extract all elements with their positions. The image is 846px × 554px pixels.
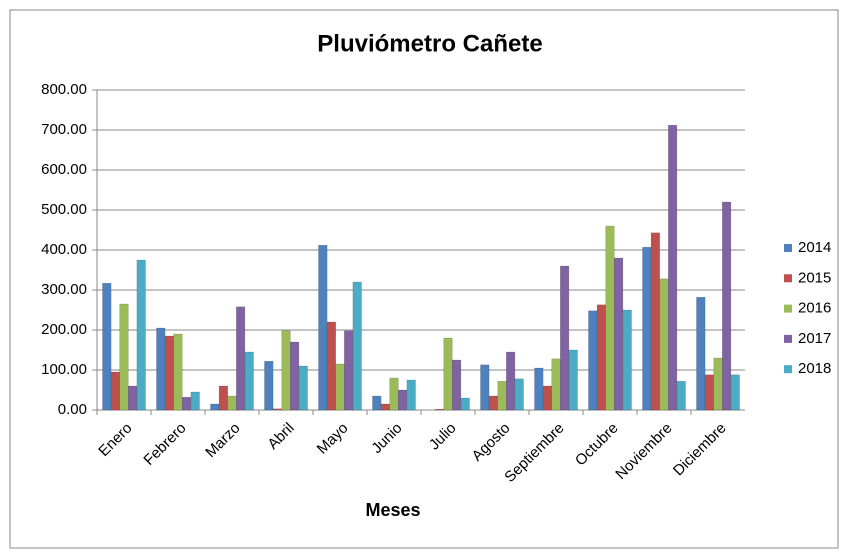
bar [696, 296, 706, 411]
y-tick-label: 300.00 [41, 281, 87, 298]
bar [190, 391, 200, 411]
bar [614, 257, 624, 411]
bar [136, 259, 146, 411]
y-tick-label: 500.00 [41, 201, 87, 218]
y-tick-label: 400.00 [41, 241, 87, 258]
bar [182, 396, 192, 411]
bar [281, 330, 291, 411]
legend-label: 2016 [798, 300, 831, 317]
bar [406, 379, 416, 411]
legend-label: 2015 [798, 269, 831, 286]
bar [264, 360, 274, 411]
bar [352, 281, 362, 411]
y-tick-label: 100.00 [41, 361, 87, 378]
bar [372, 395, 382, 411]
bar [506, 351, 516, 411]
bar [119, 303, 129, 411]
bar [128, 385, 138, 411]
bar [318, 244, 328, 411]
bar [236, 306, 246, 411]
y-tick-label: 0.00 [58, 401, 87, 418]
legend-swatch [784, 365, 792, 374]
bar [560, 265, 570, 411]
bar [622, 309, 632, 411]
bar [389, 377, 399, 411]
legend-swatch [784, 334, 792, 343]
bar [398, 389, 408, 411]
legend-swatch [784, 304, 792, 313]
bar [227, 395, 237, 411]
bar [534, 367, 544, 411]
bar [102, 282, 112, 411]
bar [596, 304, 606, 411]
bar [380, 403, 390, 411]
bar [210, 403, 220, 411]
bar [272, 408, 282, 411]
y-tick-label: 700.00 [41, 121, 87, 138]
bar [514, 378, 524, 411]
legend-label: 2018 [798, 360, 831, 377]
bar [488, 395, 498, 411]
bar [244, 351, 254, 411]
bar [173, 333, 183, 411]
bar [156, 327, 166, 411]
bar [713, 357, 723, 411]
bar [218, 385, 228, 411]
bar [290, 341, 300, 411]
bar [551, 358, 561, 411]
bar [434, 408, 444, 411]
bar [588, 310, 598, 411]
bar [704, 374, 714, 411]
bar [676, 380, 686, 411]
bar [326, 321, 336, 411]
bar [110, 371, 120, 411]
bar [497, 380, 507, 411]
bar [650, 232, 660, 411]
chart-title: Pluviómetro Cañete [317, 30, 542, 57]
bar [460, 397, 470, 411]
bar [164, 335, 174, 411]
y-tick-label: 600.00 [41, 161, 87, 178]
bar [335, 363, 345, 411]
bar [642, 246, 652, 411]
y-tick-label: 200.00 [41, 321, 87, 338]
bar [480, 364, 490, 411]
bar [668, 124, 678, 411]
bar [443, 337, 453, 411]
bar [568, 349, 578, 411]
bar [344, 330, 354, 411]
bar [605, 225, 615, 411]
bar [730, 374, 740, 411]
legend-label: 2014 [798, 239, 831, 256]
bar [722, 201, 732, 411]
legend-swatch [784, 244, 792, 252]
bar [542, 385, 552, 411]
y-tick-label: 800.00 [41, 81, 87, 98]
x-axis-title: Meses [365, 500, 420, 520]
chart-frame [9, 9, 839, 549]
bar [298, 365, 308, 411]
bar [659, 278, 669, 411]
bar [452, 359, 462, 411]
legend-swatch [784, 274, 792, 283]
legend-label: 2017 [798, 330, 831, 347]
